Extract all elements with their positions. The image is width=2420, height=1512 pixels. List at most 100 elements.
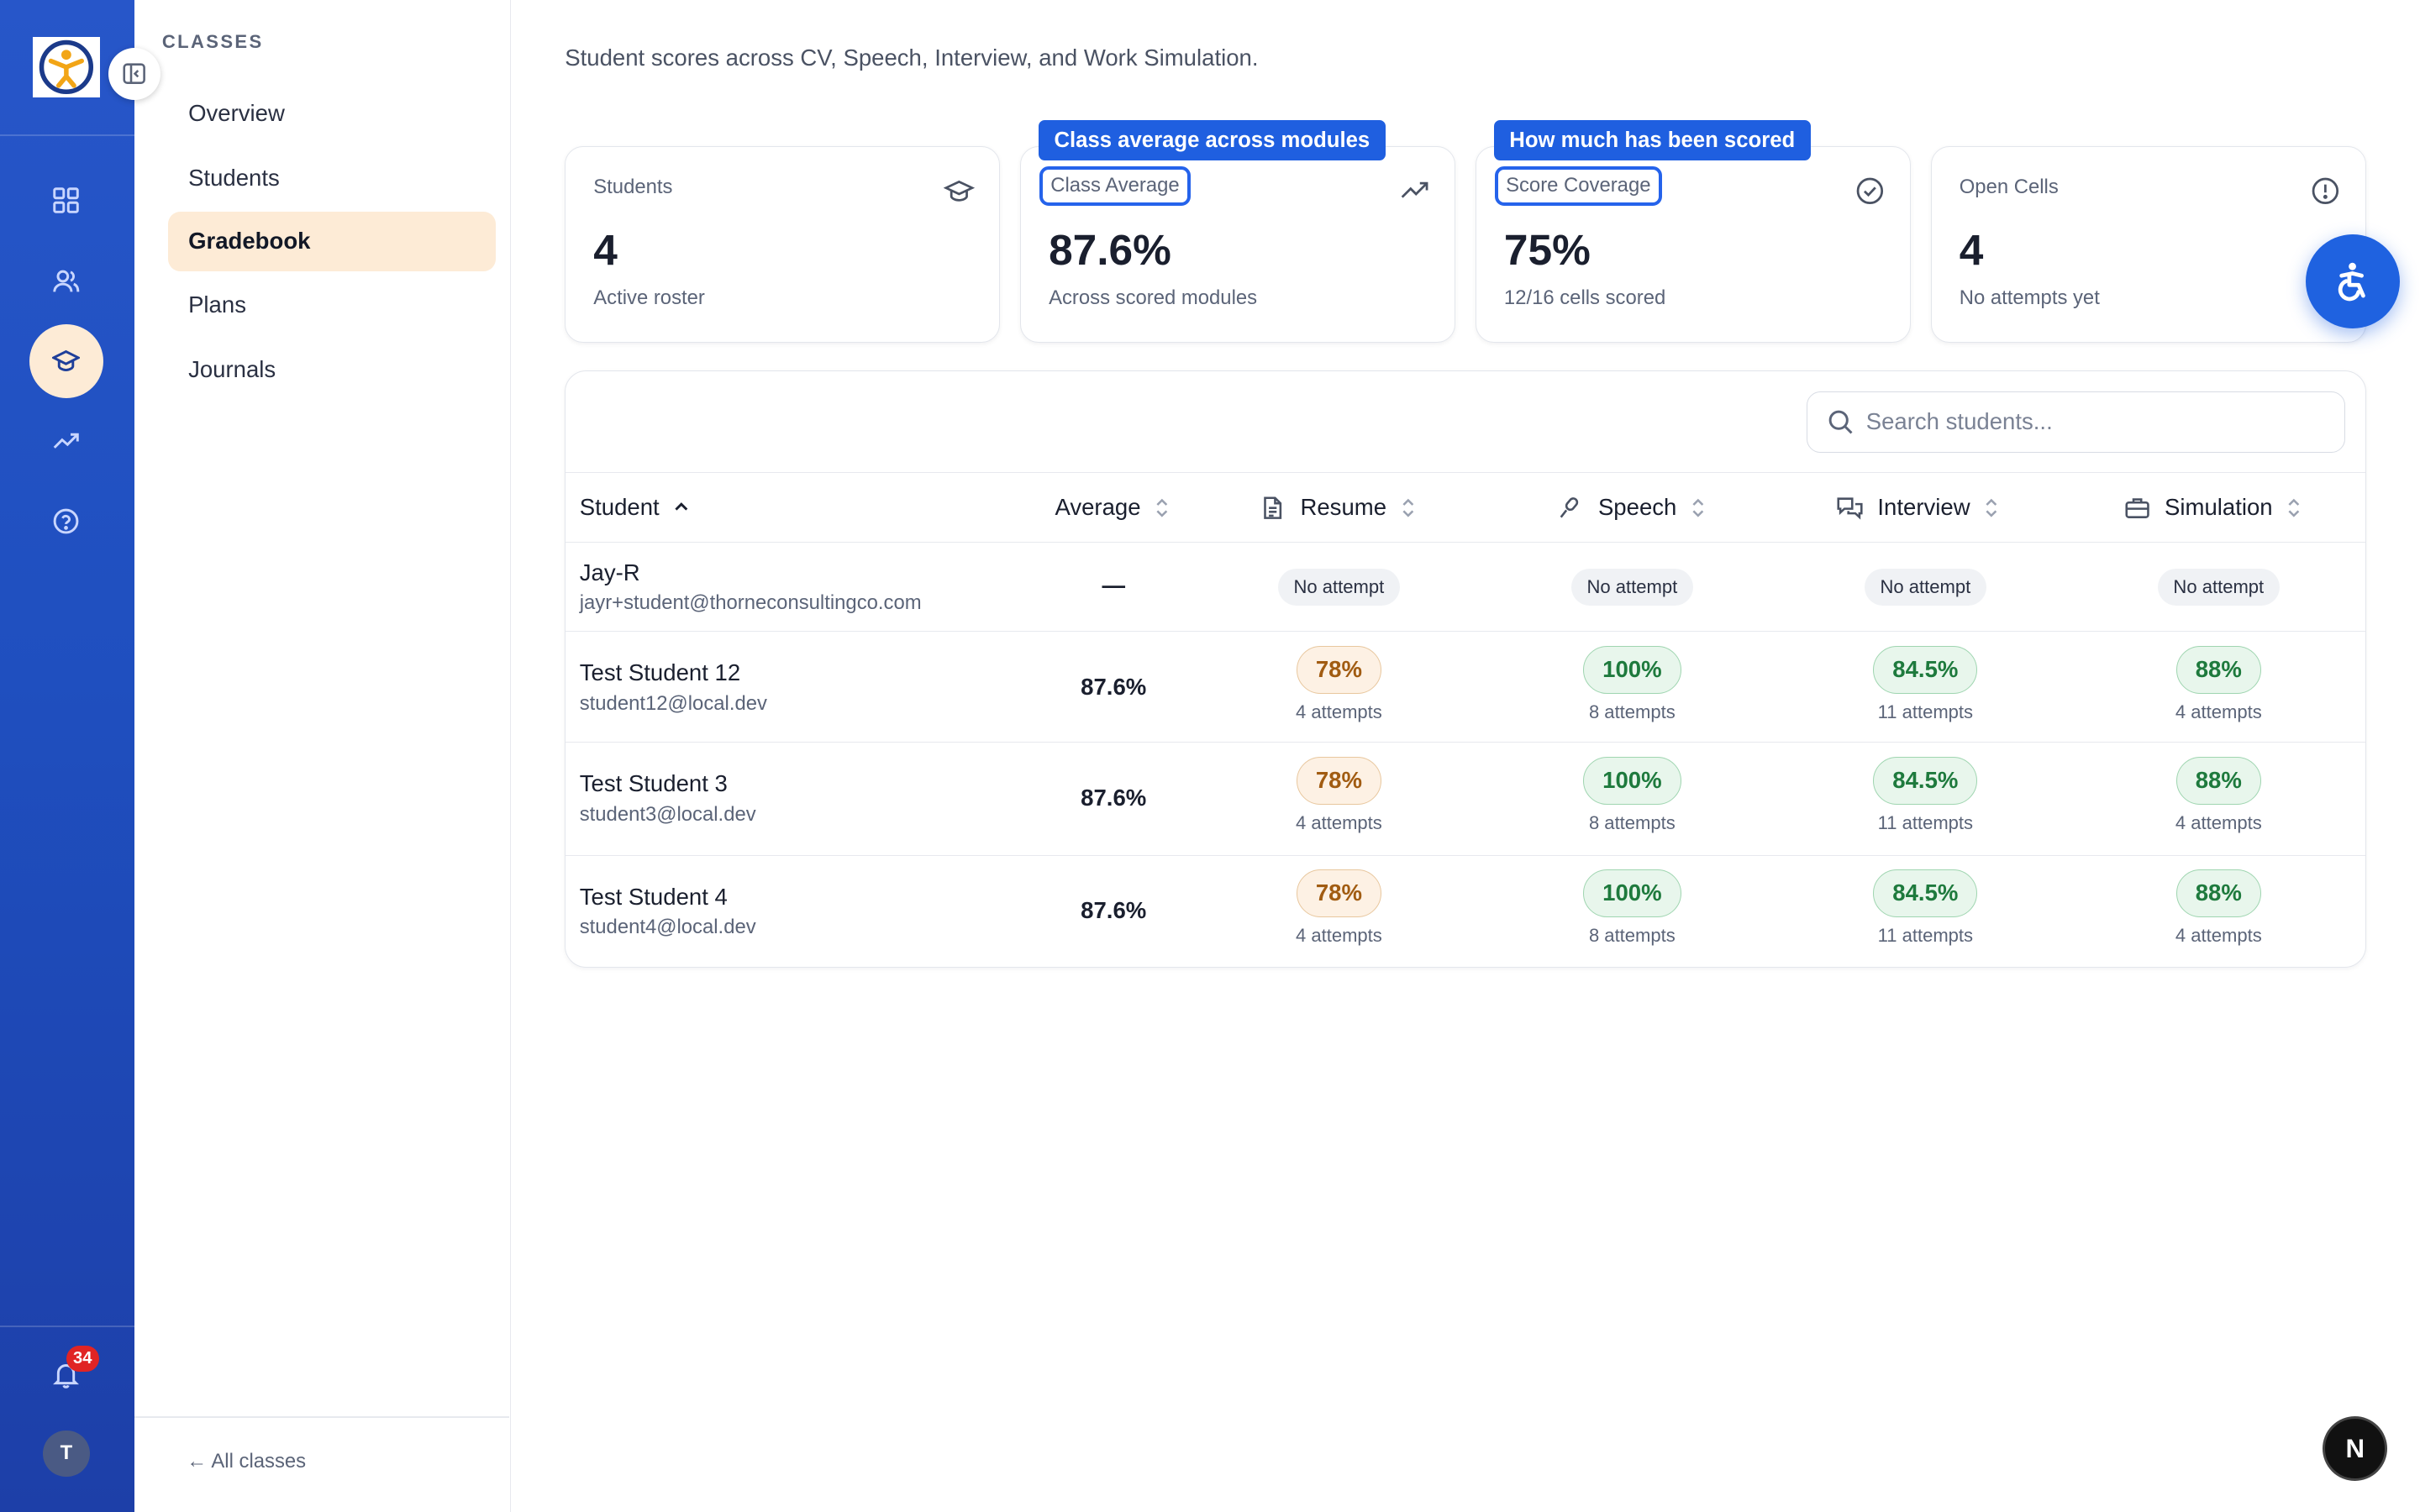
speech-cell[interactable]: 100% 8 attempts: [1517, 869, 1749, 947]
stat-caption: Across scored modules: [1049, 286, 1258, 309]
check-circle-icon: [1856, 177, 1883, 204]
simulation-cell[interactable]: 88% 4 attempts: [2103, 756, 2335, 834]
graduation-cap-icon[interactable]: [29, 323, 104, 398]
attempt-count: 8 attempts: [1588, 701, 1676, 722]
sidebar-item-students[interactable]: Students: [188, 165, 280, 192]
table-row[interactable]: Jay-R jayr+student@thorneconsultingco.co…: [566, 543, 2365, 633]
attempt-count: 4 attempts: [2175, 812, 2262, 834]
no-attempt-badge: No attempt: [1865, 568, 1986, 606]
sort-icon: [1402, 498, 1414, 517]
column-label: Speech: [1597, 494, 1677, 521]
table-row[interactable]: Test Student 12 student12@local.dev 87.6…: [566, 632, 2365, 743]
user-avatar[interactable]: T: [43, 1430, 90, 1477]
attempt-count: 4 attempts: [1295, 701, 1382, 722]
interview-cell[interactable]: 84.5% 11 attempts: [1810, 645, 2042, 723]
resume-cell[interactable]: 78% 4 attempts: [1223, 645, 1455, 723]
speech-cell[interactable]: 100% 8 attempts: [1517, 756, 1749, 834]
gradebook-table: Student Average Resume Speech Interview: [565, 370, 2366, 968]
student-name: Test Student 12: [579, 659, 741, 686]
stat-card-students: Students 4 Active roster: [565, 146, 1001, 343]
score-pill: 78%: [1296, 756, 1381, 805]
sort-icon: [2288, 498, 2300, 517]
no-attempt-badge: No attempt: [1571, 568, 1693, 606]
interview-cell[interactable]: 84.5% 11 attempts: [1810, 756, 2042, 834]
sidebar-item-plans[interactable]: Plans: [188, 291, 246, 318]
simulation-cell[interactable]: No attempt: [2103, 568, 2335, 606]
resume-cell[interactable]: 78% 4 attempts: [1223, 756, 1455, 834]
logo-icon: [39, 39, 94, 95]
column-header-simulation[interactable]: Simulation: [2124, 473, 2305, 543]
stat-value: 75%: [1503, 225, 1591, 275]
student-average: 87.6%: [1081, 897, 1147, 924]
column-header-student[interactable]: Student: [580, 473, 692, 543]
help-icon[interactable]: [29, 485, 103, 559]
attempt-count: 8 attempts: [1588, 812, 1676, 834]
attempt-count: 11 attempts: [1877, 701, 1974, 722]
stat-label: Open Cells: [1959, 175, 2059, 198]
sidebar-divider: [134, 1416, 510, 1418]
resume-cell[interactable]: No attempt: [1223, 568, 1455, 606]
dev-indicator-button[interactable]: N: [2323, 1416, 2388, 1482]
column-label: Student: [579, 494, 660, 521]
all-classes-link[interactable]: ← All classes: [187, 1450, 307, 1473]
score-pill: 84.5%: [1873, 756, 1978, 805]
document-icon: [1263, 496, 1281, 519]
briefcase-icon: [2125, 497, 2150, 518]
column-header-average[interactable]: Average: [1055, 473, 1173, 543]
student-average: —: [1102, 571, 1125, 598]
class-average-tooltip: Class average across modules: [1039, 120, 1386, 160]
sidebar-item-journals[interactable]: Journals: [188, 355, 276, 382]
score-pill: 88%: [2175, 869, 2261, 917]
interview-cell[interactable]: No attempt: [1810, 568, 2042, 606]
sidebar-item-overview[interactable]: Overview: [188, 99, 285, 126]
sidebar-item-gradebook[interactable]: Gradebook: [168, 211, 496, 272]
search-input[interactable]: [1865, 408, 2314, 436]
app-logo[interactable]: [32, 37, 101, 97]
sort-icon: [1692, 498, 1704, 517]
attempt-count: 4 attempts: [1295, 812, 1382, 834]
table-row[interactable]: Test Student 3 student3@local.dev 87.6% …: [566, 743, 2365, 856]
column-header-speech[interactable]: Speech: [1558, 473, 1709, 543]
search-icon: [1828, 410, 1853, 434]
student-average: 87.6%: [1081, 673, 1147, 700]
interview-cell[interactable]: 84.5% 11 attempts: [1810, 869, 2042, 947]
sidebar-toggle-button[interactable]: [108, 47, 160, 101]
column-header-resume[interactable]: Resume: [1260, 473, 1419, 543]
student-email: jayr+student@thorneconsultingco.com: [579, 591, 922, 615]
student-name: Test Student 3: [579, 770, 728, 797]
accessibility-button[interactable]: [2306, 234, 2401, 329]
speech-cell[interactable]: No attempt: [1517, 568, 1749, 606]
column-label: Simulation: [2165, 494, 2273, 521]
sort-icon: [1986, 498, 1997, 517]
score-coverage-tooltip: How much has been scored: [1493, 120, 1811, 160]
speech-cell[interactable]: 100% 8 attempts: [1517, 645, 1749, 723]
search-field[interactable]: [1806, 391, 2345, 454]
table-row[interactable]: Test Student 4 student4@local.dev 87.6% …: [566, 856, 2365, 967]
column-header-interview[interactable]: Interview: [1836, 473, 2002, 543]
score-pill: 88%: [2175, 645, 2261, 694]
score-pill: 84.5%: [1873, 869, 1978, 917]
graduation-cap-icon: [944, 180, 975, 202]
attempt-count: 4 attempts: [2175, 701, 2262, 722]
accessibility-icon: [2338, 262, 2366, 301]
score-pill: 100%: [1583, 756, 1681, 805]
stat-value: 87.6%: [1049, 225, 1171, 275]
no-attempt-badge: No attempt: [1278, 568, 1400, 606]
sort-ascending-icon: [674, 502, 687, 512]
simulation-cell[interactable]: 88% 4 attempts: [2103, 645, 2335, 723]
sidebar-heading: CLASSES: [161, 30, 264, 52]
student-name: Test Student 4: [579, 883, 728, 910]
trending-up-icon[interactable]: [29, 404, 103, 478]
score-pill: 84.5%: [1873, 645, 1978, 694]
class-sidebar: CLASSES Overview Students Gradebook Plan…: [134, 0, 511, 1512]
resume-cell[interactable]: 78% 4 attempts: [1223, 869, 1455, 947]
icon-rail: 34 T: [0, 0, 134, 1512]
stat-label: Class Average: [1039, 165, 1191, 206]
simulation-cell[interactable]: 88% 4 attempts: [2103, 869, 2335, 947]
dashboard-icon[interactable]: [29, 164, 103, 238]
stat-caption: 12/16 cells scored: [1503, 286, 1666, 309]
users-icon[interactable]: [29, 244, 103, 318]
stat-caption: Active roster: [593, 286, 705, 309]
score-pill: 88%: [2175, 756, 2261, 805]
